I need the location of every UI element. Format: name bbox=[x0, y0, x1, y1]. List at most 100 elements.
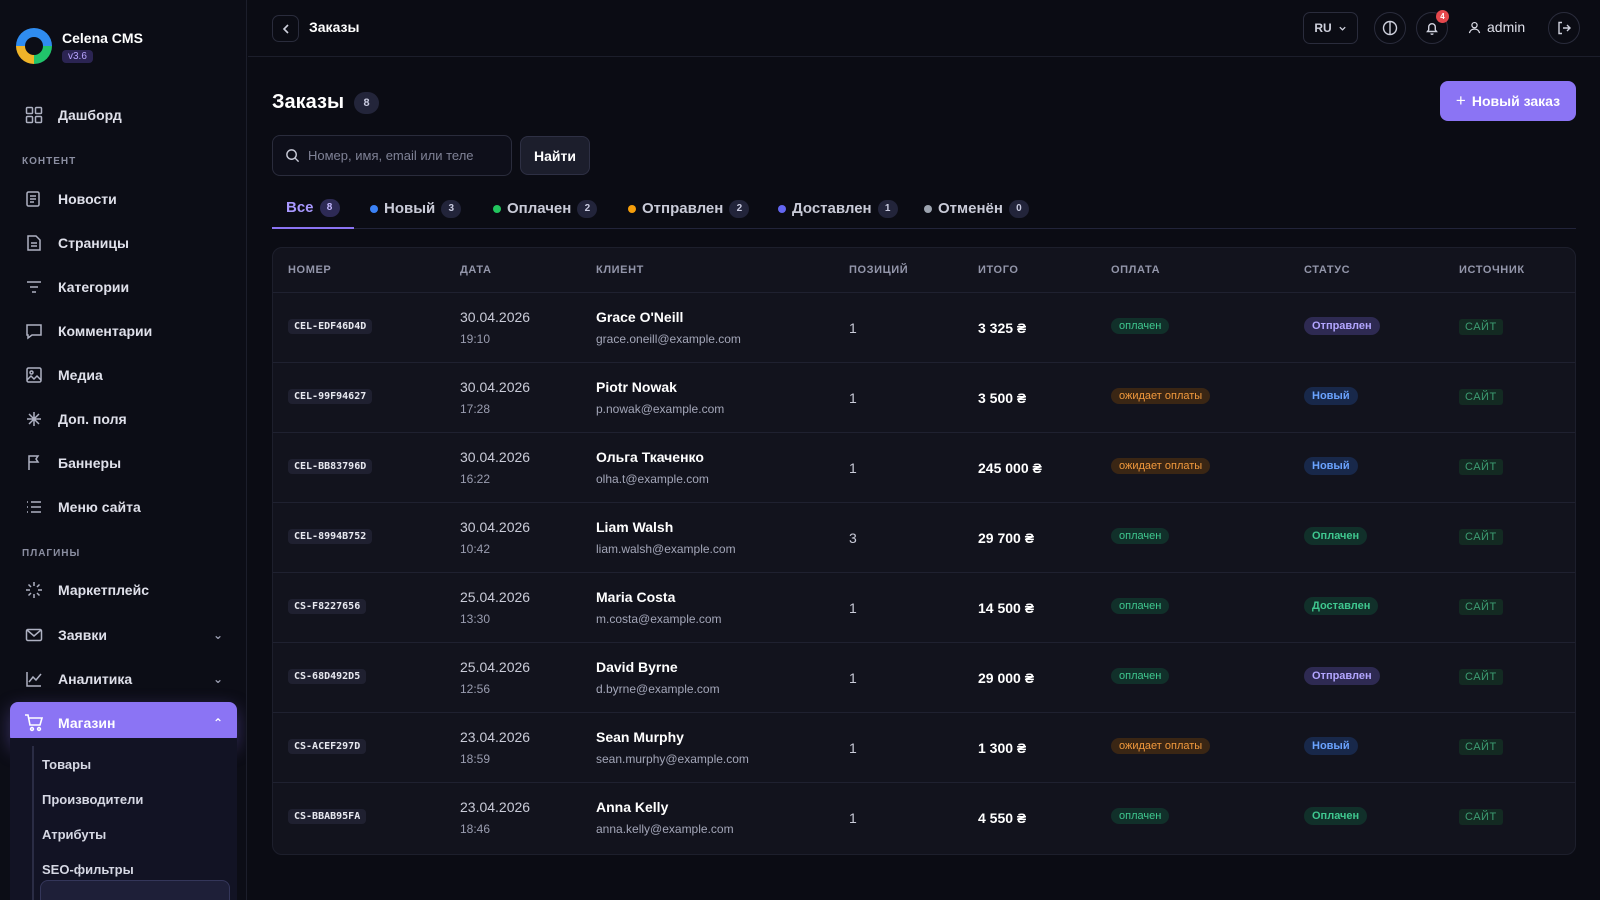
order-number[interactable]: CS-68D492D5 bbox=[288, 669, 367, 684]
client-name: Grace O'Neill bbox=[596, 309, 684, 325]
submenu-active-item[interactable] bbox=[40, 880, 230, 900]
table-row[interactable]: CS-BBAB95FA 23.04.2026 18:46 Anna Kelly anna… bbox=[273, 783, 1575, 853]
table-row[interactable]: CEL-99F94627 30.04.2026 17:28 Piotr Nowak p.… bbox=[273, 363, 1575, 433]
column-header-source[interactable]: ИСТОЧНИК bbox=[1459, 264, 1525, 276]
brand[interactable]: Celena CMS v3.6 bbox=[16, 28, 143, 64]
sidebar-item-marketplace[interactable]: Маркетплейс bbox=[10, 570, 237, 610]
sidebar-item-label: Комментарии bbox=[58, 323, 153, 339]
order-date: 25.04.2026 bbox=[460, 589, 531, 605]
order-time: 19:10 bbox=[460, 332, 491, 346]
chevron-down-icon: ⌄ bbox=[212, 628, 223, 642]
column-header-status[interactable]: СТАТУС bbox=[1304, 264, 1351, 276]
status-badge: Отправлен bbox=[1304, 667, 1380, 685]
submenu-item-seo-filters[interactable]: SEO-фильтры bbox=[42, 862, 134, 877]
items-count: 1 bbox=[849, 740, 857, 756]
breadcrumb: Заказы bbox=[309, 19, 360, 35]
items-count: 1 bbox=[849, 670, 857, 686]
user-menu[interactable]: admin bbox=[1468, 19, 1525, 35]
status-badge: Новый bbox=[1304, 737, 1358, 755]
tab-paid[interactable]: Оплачен 2 bbox=[479, 188, 611, 229]
order-total: 4 550 ₴ bbox=[978, 810, 1027, 826]
client-email: p.nowak@example.com bbox=[596, 402, 725, 416]
sidebar-item-extra-fields[interactable]: Доп. поля bbox=[10, 399, 237, 439]
tab-new[interactable]: Новый 3 bbox=[356, 188, 475, 229]
brand-name: Celena CMS bbox=[62, 29, 143, 46]
column-header-payment[interactable]: ОПЛАТА bbox=[1111, 264, 1161, 276]
tab-sent[interactable]: Отправлен 2 bbox=[614, 188, 763, 229]
asterisk-icon bbox=[24, 409, 44, 429]
order-number[interactable]: CS-ACEF297D bbox=[288, 739, 367, 754]
order-number[interactable]: CS-BBAB95FA bbox=[288, 809, 367, 824]
order-number[interactable]: CS-F8227656 bbox=[288, 599, 367, 614]
status-dot-icon bbox=[924, 204, 932, 213]
new-order-button[interactable]: + Новый заказ bbox=[1440, 81, 1576, 121]
tab-label: Доставлен bbox=[792, 200, 872, 217]
tab-cancelled[interactable]: Отменён 0 bbox=[910, 188, 1043, 229]
theme-toggle-button[interactable] bbox=[1374, 12, 1406, 44]
find-button[interactable]: Найти bbox=[520, 136, 590, 175]
tab-delivered[interactable]: Доставлен 1 bbox=[764, 188, 912, 229]
table-row[interactable]: CEL-BB83796D 30.04.2026 16:22 Ольга Ткаченк… bbox=[273, 433, 1575, 503]
submenu-item-products[interactable]: Товары bbox=[42, 757, 92, 772]
sidebar-item-label: Маркетплейс bbox=[58, 582, 149, 598]
sidebar-item-banners[interactable]: Баннеры bbox=[10, 443, 237, 483]
sidebar-item-analytics[interactable]: Аналитика ⌄ bbox=[10, 659, 237, 699]
search-box bbox=[272, 135, 512, 176]
logo-icon bbox=[16, 28, 52, 64]
orders-count-badge: 8 bbox=[354, 91, 380, 114]
items-count: 1 bbox=[849, 810, 857, 826]
submenu-item-manufacturers[interactable]: Производители bbox=[42, 792, 144, 807]
table-row[interactable]: CS-F8227656 25.04.2026 13:30 Maria Costa m.c… bbox=[273, 573, 1575, 643]
tab-count: 2 bbox=[577, 199, 598, 218]
column-header-client[interactable]: КЛИЕНТ bbox=[596, 264, 644, 276]
client-email: d.byrne@example.com bbox=[596, 682, 720, 696]
sidebar-item-label: Магазин bbox=[58, 715, 116, 731]
column-header-date[interactable]: ДАТА bbox=[460, 264, 492, 276]
order-time: 17:28 bbox=[460, 402, 491, 416]
order-number[interactable]: CEL-99F94627 bbox=[288, 389, 373, 404]
sidebar-item-comments[interactable]: Комментарии bbox=[10, 311, 237, 351]
items-count: 1 bbox=[849, 390, 857, 406]
order-number[interactable]: CEL-EDF46D4D bbox=[288, 319, 373, 334]
tab-all[interactable]: Все 8 bbox=[272, 188, 354, 229]
tab-label: Отменён bbox=[938, 200, 1003, 217]
column-header-items[interactable]: ПОЗИЦИЙ bbox=[849, 264, 909, 276]
sidebar-item-media[interactable]: Медиа bbox=[10, 355, 237, 395]
logout-button[interactable] bbox=[1548, 12, 1580, 44]
version-badge: v3.6 bbox=[62, 49, 93, 63]
notifications-button[interactable]: 4 bbox=[1416, 10, 1449, 44]
order-number[interactable]: CEL-8994B752 bbox=[288, 529, 373, 544]
search-input[interactable] bbox=[308, 148, 504, 163]
order-total: 3 500 ₴ bbox=[978, 390, 1027, 406]
tab-label: Новый bbox=[384, 200, 436, 217]
table-row[interactable]: CS-68D492D5 25.04.2026 12:56 David Byrne d.b… bbox=[273, 643, 1575, 713]
status-badge: Отправлен bbox=[1304, 317, 1380, 335]
sidebar-item-dashboard[interactable]: Дашборд bbox=[10, 95, 237, 135]
submenu-item-attributes[interactable]: Атрибуты bbox=[42, 827, 107, 842]
source-badge: САЙТ bbox=[1459, 319, 1503, 335]
tab-count: 3 bbox=[441, 199, 462, 218]
sidebar-item-shop[interactable]: Магазин ⌃ bbox=[10, 702, 237, 744]
sidebar-item-news[interactable]: Новости bbox=[10, 179, 237, 219]
order-time: 13:30 bbox=[460, 612, 491, 626]
notification-badge: 4 bbox=[1436, 10, 1449, 23]
table-row[interactable]: CEL-EDF46D4D 30.04.2026 19:10 Grace O'Neill… bbox=[273, 293, 1575, 363]
sidebar-item-categories[interactable]: Категории bbox=[10, 267, 237, 307]
chevron-down-icon bbox=[1339, 26, 1346, 31]
language-select[interactable]: RU bbox=[1303, 12, 1358, 44]
column-header-number[interactable]: НОМЕР bbox=[288, 264, 332, 276]
sidebar-item-label: Доп. поля bbox=[58, 411, 127, 427]
table-row[interactable]: CS-ACEF297D 23.04.2026 18:59 Sean Murphy sea… bbox=[273, 713, 1575, 783]
back-button[interactable] bbox=[272, 15, 299, 42]
sidebar-item-pages[interactable]: Страницы bbox=[10, 223, 237, 263]
sidebar-item-requests[interactable]: Заявки ⌄ bbox=[10, 615, 237, 655]
source-badge: САЙТ bbox=[1459, 599, 1503, 615]
column-header-total[interactable]: ИТОГО bbox=[978, 264, 1019, 276]
plus-icon: + bbox=[1455, 91, 1466, 110]
order-number[interactable]: CEL-BB83796D bbox=[288, 459, 373, 474]
table-row[interactable]: CEL-8994B752 30.04.2026 10:42 Liam Walsh lia… bbox=[273, 503, 1575, 573]
page-title-text: Заказы bbox=[272, 91, 345, 113]
sidebar-item-site-menu[interactable]: Меню сайта bbox=[10, 487, 237, 527]
sidebar-item-label: Медиа bbox=[58, 367, 103, 383]
order-date: 30.04.2026 bbox=[460, 519, 531, 535]
